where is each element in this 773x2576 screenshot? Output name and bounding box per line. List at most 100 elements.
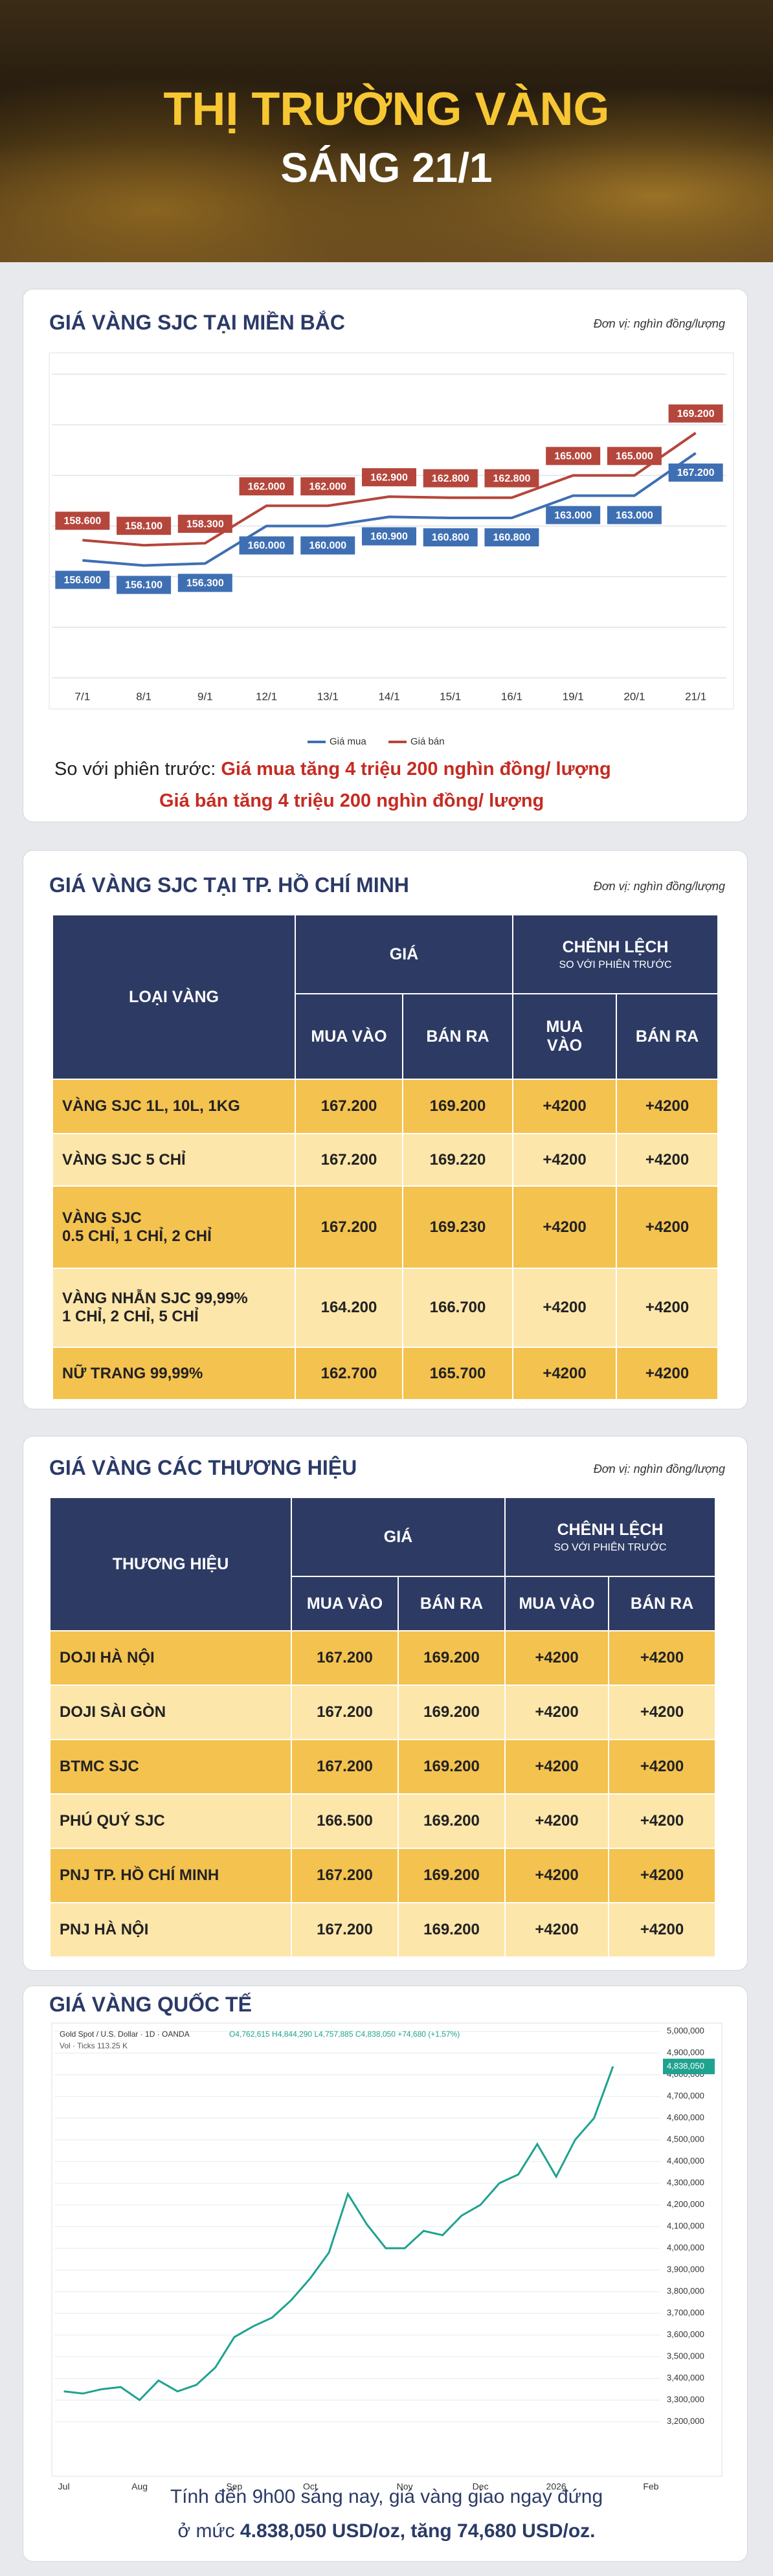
table-cell: VÀNG SJC 1L, 10L, 1KG [52,1079,296,1134]
data-label: 156.600 [63,575,101,586]
header-cell: MUA VÀO [295,993,403,1080]
page-subtitle: SÁNG 21/1 [280,144,493,191]
table-cell: 167.200 [295,1079,403,1134]
page-title: THỊ TRƯỜNG VÀNG [163,84,610,135]
header-cell: BÁN RA [401,993,514,1080]
table-row: PNJ TP. HỒ CHÍ MINH 167.200 169.200 +4200 +4… [49,1848,717,1903]
data-label: 162.000 [309,481,346,492]
table-cell: +4200 [512,1185,618,1269]
table-cell: +4200 [504,1630,610,1686]
y-tick-label: 4,000,000 [667,2243,704,2252]
label-box [239,536,294,555]
header-text: CHÊNH LỆCH [562,937,669,956]
label-box [117,576,172,594]
y-tick-label: 4,900,000 [667,2048,704,2057]
y-tick-label: 4,100,000 [667,2221,704,2231]
table-cell: DOJI SÀI GÒN [49,1685,292,1740]
table-cell: 167.200 [295,1133,403,1187]
y-tick-label: 3,300,000 [667,2395,704,2404]
legend-label: Giá mua [330,736,366,747]
note: ở mức 4.838,050 USD/oz, tăng 74,680 USD/… [0,2520,773,2542]
table-cell: +4200 [504,1848,610,1903]
table-cell: 162.700 [295,1347,403,1400]
x-tick-label: 12/1 [256,690,277,702]
data-label: 167.200 [677,467,715,478]
x-tick-label: 7/1 [75,690,91,702]
label-box [362,527,416,546]
label-box [362,468,416,487]
table-cell: +4200 [608,1739,717,1795]
unit: Đơn vị: nghìn đồng/lượng [593,317,725,330]
table-cell: BTMC SJC [49,1739,292,1795]
label-box [484,469,539,487]
note: Tính đến 9h00 sáng nay, giá vàng giao ng… [170,2486,603,2507]
data-label: 158.100 [125,521,162,532]
header-cell: GIÁ [290,1497,506,1577]
y-tick-label: 4,200,000 [667,2199,704,2209]
header-cell: BÁN RA [608,1576,717,1631]
price-table: THƯƠNG HIỆU GIÁ CHÊNH LỆCH SO VỚI PHIÊN TRƯ… [49,1497,717,1958]
label-box [300,477,355,496]
x-tick-label: Sep [226,2481,242,2492]
table-cell: 167.200 [291,1902,399,1958]
line [82,432,697,547]
table-cell: VÀNG NHẪN SJC 99,99% 1 CHỈ, 2 CHỈ, 5 CHỈ [52,1268,296,1348]
header-subtext: SO VỚI PHIÊN TRƯỚC [559,959,672,970]
data-label: 158.600 [63,516,101,527]
table-cell: DOJI HÀ NỘI [49,1630,292,1686]
table-cell: +4200 [616,1268,719,1348]
header-cell: BÁN RA [397,1576,506,1631]
x-tick-label: Dec [473,2481,489,2492]
x-tick-label: 20/1 [623,690,645,702]
note-highlight: 4.838,050 USD/oz, tăng 74,680 USD/oz. [240,2520,596,2542]
table-cell: PHÚ QUÝ SJC [49,1793,292,1849]
data-label: 156.100 [125,580,162,591]
label-box [177,515,232,533]
label-box [300,536,355,555]
section-title: GIÁ VÀNG QUỐC TẾ [49,1993,252,2016]
header-row: MUA VÀO BÁN RA MUA VÀO BÁN RA [52,993,719,1080]
banner: THỊ TRƯỜNG VÀNG SÁNG 21/1 [0,0,773,262]
label-box [423,528,478,546]
chart-title: Gold Spot / U.S. Dollar · 1D · OANDA [60,2030,190,2039]
x-tick-label: Oct [303,2481,317,2492]
annotation: Vol · Ticks 113.25 K [60,2041,128,2050]
label-box [546,506,601,524]
data-label: 162.900 [370,472,408,483]
table-cell: 169.200 [397,1793,506,1849]
table-cell: +4200 [608,1685,717,1740]
header-cell: MUA VÀO [512,993,618,1080]
table-cell: 169.200 [397,1902,506,1958]
table-cell: 164.200 [295,1268,403,1348]
table-cell: +4200 [512,1133,618,1187]
y-tick-label: 3,500,000 [667,2351,704,2361]
data-label: 162.000 [248,481,286,492]
table-row: PHÚ QUÝ SJC 166.500 169.200 +4200 +4200 [49,1793,717,1849]
note-text: ở mức [177,2520,240,2542]
table-cell: VÀNG SJC 5 CHỈ [52,1133,296,1187]
label-box [546,447,601,465]
table-cell: PNJ HÀ NỘI [49,1902,292,1958]
data-label: 156.300 [186,578,224,589]
header-row: MUA VÀO BÁN RA MUA VÀO BÁN RA [50,1576,717,1631]
header-row: LOẠI VÀNG GIÁ CHÊNH LỆCH SO VỚI PHIÊN TRƯỚC [52,914,719,1080]
y-tick-label: 3,400,000 [667,2373,704,2382]
table-row: PNJ HÀ NỘI 167.200 169.200 +4200 +4200 [49,1902,717,1958]
table-row: VÀNG SJC 5 CHỈ 167.200 169.220 +4200 +4200 [52,1133,719,1187]
label-box [117,517,172,535]
legend-label: Giá bán [410,736,445,747]
header-text: CHÊNH LỆCH [557,1520,664,1539]
table-cell: +4200 [504,1902,610,1958]
y-tick-label: 4,400,000 [667,2156,704,2166]
data-label: 162.800 [493,473,531,484]
section-title: GIÁ VÀNG SJC TẠI TP. HỒ CHÍ MINH [49,873,409,897]
table-cell: 165.700 [401,1347,514,1400]
x-tick-label: 21/1 [685,690,706,702]
price-box [663,2058,715,2074]
label-box [607,447,662,465]
y-tick-label: 4,300,000 [667,2178,704,2188]
x-tick-label: 14/1 [378,690,399,702]
x-tick-label: 13/1 [317,690,339,702]
table-cell: +4200 [512,1347,618,1400]
summary-lead: So với phiên trước: [54,759,221,779]
